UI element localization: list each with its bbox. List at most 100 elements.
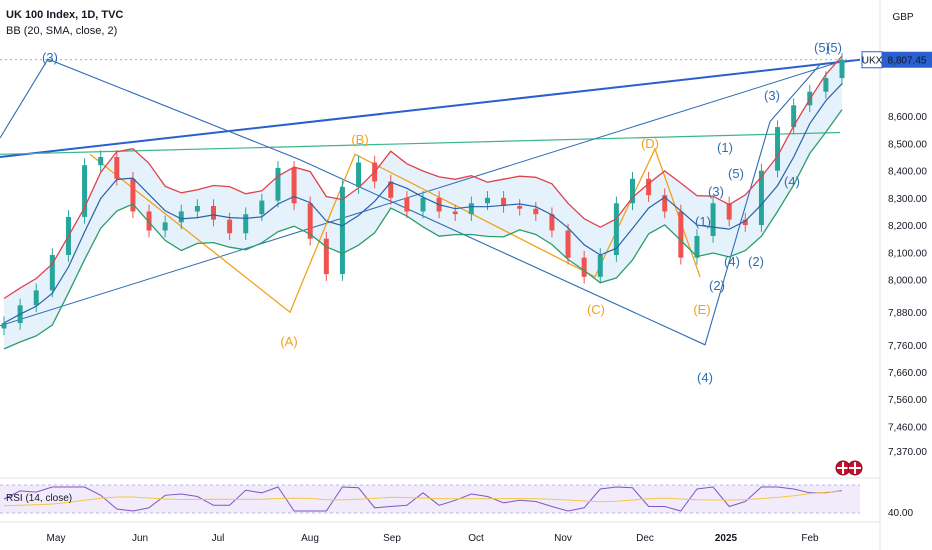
last-price-box bbox=[882, 51, 932, 68]
candle-body bbox=[114, 157, 120, 179]
candle-body bbox=[227, 219, 233, 234]
symbol-tag: UKX bbox=[862, 56, 883, 67]
y-tick-label: 7,880.00 bbox=[888, 308, 927, 319]
x-tick-label: Sep bbox=[383, 533, 401, 544]
trendline-lower bbox=[0, 61, 841, 327]
candle-body bbox=[597, 255, 603, 277]
last-price-label: 8,807.45 bbox=[888, 56, 927, 67]
candle-body bbox=[1, 323, 7, 329]
rsi-pane: RSI (14, close) bbox=[0, 460, 863, 514]
rsi-ma-line bbox=[3, 490, 843, 507]
wave-label-blue: (5) bbox=[728, 166, 744, 181]
candlesticks bbox=[1, 52, 845, 336]
candle-body bbox=[49, 255, 55, 291]
wave-label-blue: (2) bbox=[709, 278, 725, 293]
indicator-label[interactable]: BB (20, SMA, close, 2) bbox=[6, 25, 118, 37]
candle-body bbox=[146, 211, 152, 231]
candle-body bbox=[98, 157, 104, 166]
candle-body bbox=[517, 206, 523, 209]
candle-body bbox=[211, 206, 216, 220]
wave-label-blue: (3) bbox=[764, 88, 780, 103]
x-tick-label: 2025 bbox=[715, 533, 738, 544]
x-tick-label: Jul bbox=[212, 533, 225, 544]
wave-lines bbox=[0, 58, 821, 346]
candle-body bbox=[291, 167, 297, 204]
candle-body bbox=[404, 197, 410, 212]
candle-body bbox=[452, 211, 458, 215]
candle-body bbox=[646, 178, 652, 196]
y-tick-label: 7,660.00 bbox=[888, 368, 927, 379]
bb-lower-line bbox=[3, 109, 843, 350]
wave-labels: (3)(4)(5)(5)(3)(1)(5)(3)(4)(1)(2)(4) (2)(… bbox=[42, 40, 842, 385]
wave-label-blue: (1) bbox=[717, 140, 733, 155]
candle-body bbox=[565, 230, 571, 258]
wave-label-blue: (3) bbox=[42, 50, 58, 65]
bollinger-bands bbox=[3, 55, 843, 350]
candle-body bbox=[694, 235, 700, 258]
wave-blue-line bbox=[0, 58, 821, 346]
wave-label-orange: (B) bbox=[351, 132, 368, 147]
y-tick-label: 7,560.00 bbox=[888, 395, 927, 406]
candle-body bbox=[307, 203, 313, 239]
wave-orange-line bbox=[89, 147, 701, 314]
candle-body bbox=[549, 214, 555, 231]
currency-label: GBP bbox=[892, 12, 913, 23]
rsi-tick-label: 40.00 bbox=[888, 508, 913, 519]
x-tick-label: Aug bbox=[301, 533, 319, 544]
candle-body bbox=[678, 211, 684, 258]
candle-body bbox=[742, 219, 748, 226]
candle-body bbox=[791, 105, 797, 128]
rsi-line bbox=[3, 486, 843, 512]
y-tick-label: 8,200.00 bbox=[888, 221, 927, 232]
x-tick-label: Oct bbox=[468, 533, 484, 544]
candle-body bbox=[484, 197, 490, 204]
bb-upper-line bbox=[3, 55, 843, 300]
candle-body bbox=[178, 211, 184, 223]
candle-body bbox=[323, 238, 329, 275]
candle-body bbox=[533, 208, 539, 215]
x-tick-label: Jun bbox=[132, 533, 148, 544]
y-tick-label: 7,460.00 bbox=[888, 422, 927, 433]
trendlines bbox=[0, 58, 861, 327]
candle-body bbox=[33, 290, 39, 306]
candle-body bbox=[275, 167, 281, 201]
candle-body bbox=[420, 197, 426, 212]
candle-body bbox=[758, 170, 764, 226]
y-tick-label: 8,500.00 bbox=[888, 139, 927, 150]
wave-label-orange: (E) bbox=[693, 302, 710, 317]
wave-label-blue: (1) bbox=[695, 214, 711, 229]
candle-body bbox=[839, 59, 845, 79]
candle-body bbox=[613, 203, 619, 255]
rsi-band bbox=[0, 485, 860, 513]
rsi-label: RSI (14, close) bbox=[6, 493, 72, 504]
y-tick-label: 8,000.00 bbox=[888, 275, 927, 286]
candle-body bbox=[823, 78, 829, 92]
y-tick-label: 8,400.00 bbox=[888, 167, 927, 178]
trendline-upper bbox=[0, 58, 861, 159]
uk-flag-icon bbox=[835, 460, 851, 476]
wave-label-blue: (4) bbox=[724, 254, 740, 269]
wave-label-blue: (3) bbox=[708, 184, 724, 199]
x-tick-label: Nov bbox=[554, 533, 572, 544]
wave-label-blue: (5) bbox=[826, 40, 842, 55]
candle-body bbox=[130, 178, 136, 212]
candle-body bbox=[710, 203, 716, 236]
candle-body bbox=[388, 181, 394, 198]
y-tick-label: 8,600.00 bbox=[888, 112, 927, 123]
wave-label-blue: (4) bbox=[697, 370, 713, 385]
y-tick-label: 7,370.00 bbox=[888, 447, 927, 458]
candle-body bbox=[243, 214, 249, 234]
wave-label-orange: (C) bbox=[587, 302, 605, 317]
candle-body bbox=[339, 186, 345, 275]
candle-body bbox=[662, 195, 668, 212]
candle-body bbox=[726, 203, 732, 220]
y-tick-label: 8,100.00 bbox=[888, 248, 927, 259]
x-tick-label: May bbox=[47, 533, 66, 544]
candle-body bbox=[775, 127, 781, 171]
trendline-green bbox=[0, 131, 841, 155]
candle-body bbox=[581, 257, 587, 277]
candle-body bbox=[501, 197, 507, 207]
